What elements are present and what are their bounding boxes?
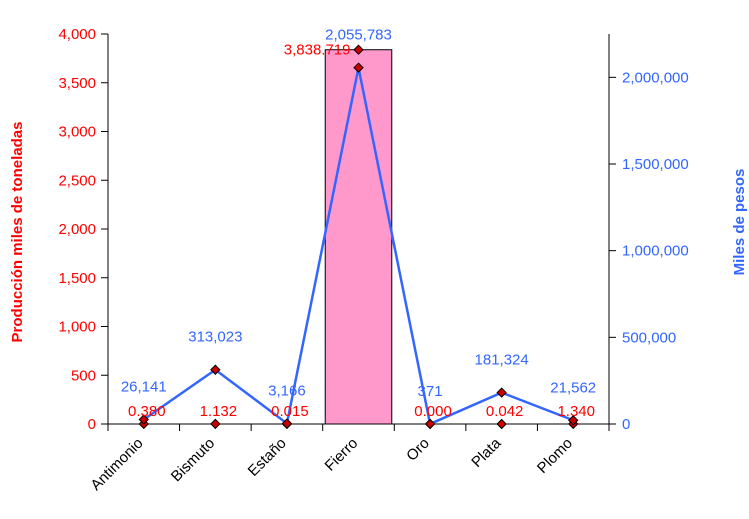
line-data-label: 2,055,783	[325, 27, 392, 44]
bar-marker	[496, 418, 507, 430]
line-point	[210, 364, 221, 375]
left-tick-label: 1,000	[58, 319, 96, 336]
bar-data-label: 3,838.719	[284, 42, 351, 59]
labels-layer: 0.380 1.132 0.015 3,838.719 0.000 0.042 1.340 2…	[121, 27, 596, 420]
left-tick-label: 2,000	[58, 221, 96, 238]
line-data-label: 313,023	[188, 329, 242, 346]
x-tick-label: Plata	[468, 434, 505, 471]
bar-data-label: 0.015	[271, 403, 309, 420]
left-tick-label: 3,500	[58, 75, 96, 92]
line-point	[496, 387, 507, 398]
x-tick-label: Fierro	[322, 435, 362, 475]
bar	[324, 49, 393, 425]
line-data-label: 26,141	[121, 378, 167, 395]
bar-data-label: 0.000	[414, 403, 452, 420]
bar-marker	[210, 418, 221, 430]
line-point	[138, 414, 149, 425]
line-point	[281, 418, 293, 429]
right-tick-label: 2,000,000	[622, 69, 689, 86]
line-layer	[138, 62, 579, 430]
x-tick-label: Plomo	[534, 435, 576, 477]
line-data-label: 21,562	[550, 379, 596, 396]
x-tick-label: Oro	[403, 435, 433, 465]
bars-layer	[138, 44, 579, 430]
left-tick-label: 2,500	[58, 172, 96, 189]
right-axis-title: Miles de pesos	[731, 169, 748, 276]
right-tick-label: 500,000	[622, 329, 676, 346]
left-axis-title: Producción miles de toneladas	[9, 122, 26, 343]
bar-data-label: 0.042	[486, 403, 524, 420]
line-data-label: 371	[418, 383, 443, 400]
bar-data-label: 1.132	[200, 403, 238, 420]
line-point	[568, 415, 579, 426]
x-tick-label: Estaño	[245, 435, 290, 480]
right-tick-label: 0	[622, 416, 630, 433]
left-tick-label: 500	[71, 367, 96, 384]
left-tick-label: 1,500	[58, 270, 96, 287]
line-point	[353, 62, 364, 73]
right-tick-label: 1,500,000	[622, 156, 689, 173]
line-data-label: 181,324	[475, 352, 529, 369]
right-tick-label: 1,000,000	[622, 243, 689, 260]
left-tick-label: 4,000	[58, 26, 96, 43]
left-tick-label: 0	[88, 416, 96, 433]
line-point	[424, 418, 436, 430]
bar-data-label: 0.380	[128, 403, 166, 420]
x-tick-label: Bismuto	[168, 435, 218, 485]
bar-data-label: 1.340	[557, 403, 595, 420]
line-data-label: 3,166	[268, 382, 306, 399]
left-tick-label: 3,000	[58, 124, 96, 141]
bar-marker	[353, 44, 364, 55]
x-tick-label: Antimonio	[87, 435, 146, 494]
